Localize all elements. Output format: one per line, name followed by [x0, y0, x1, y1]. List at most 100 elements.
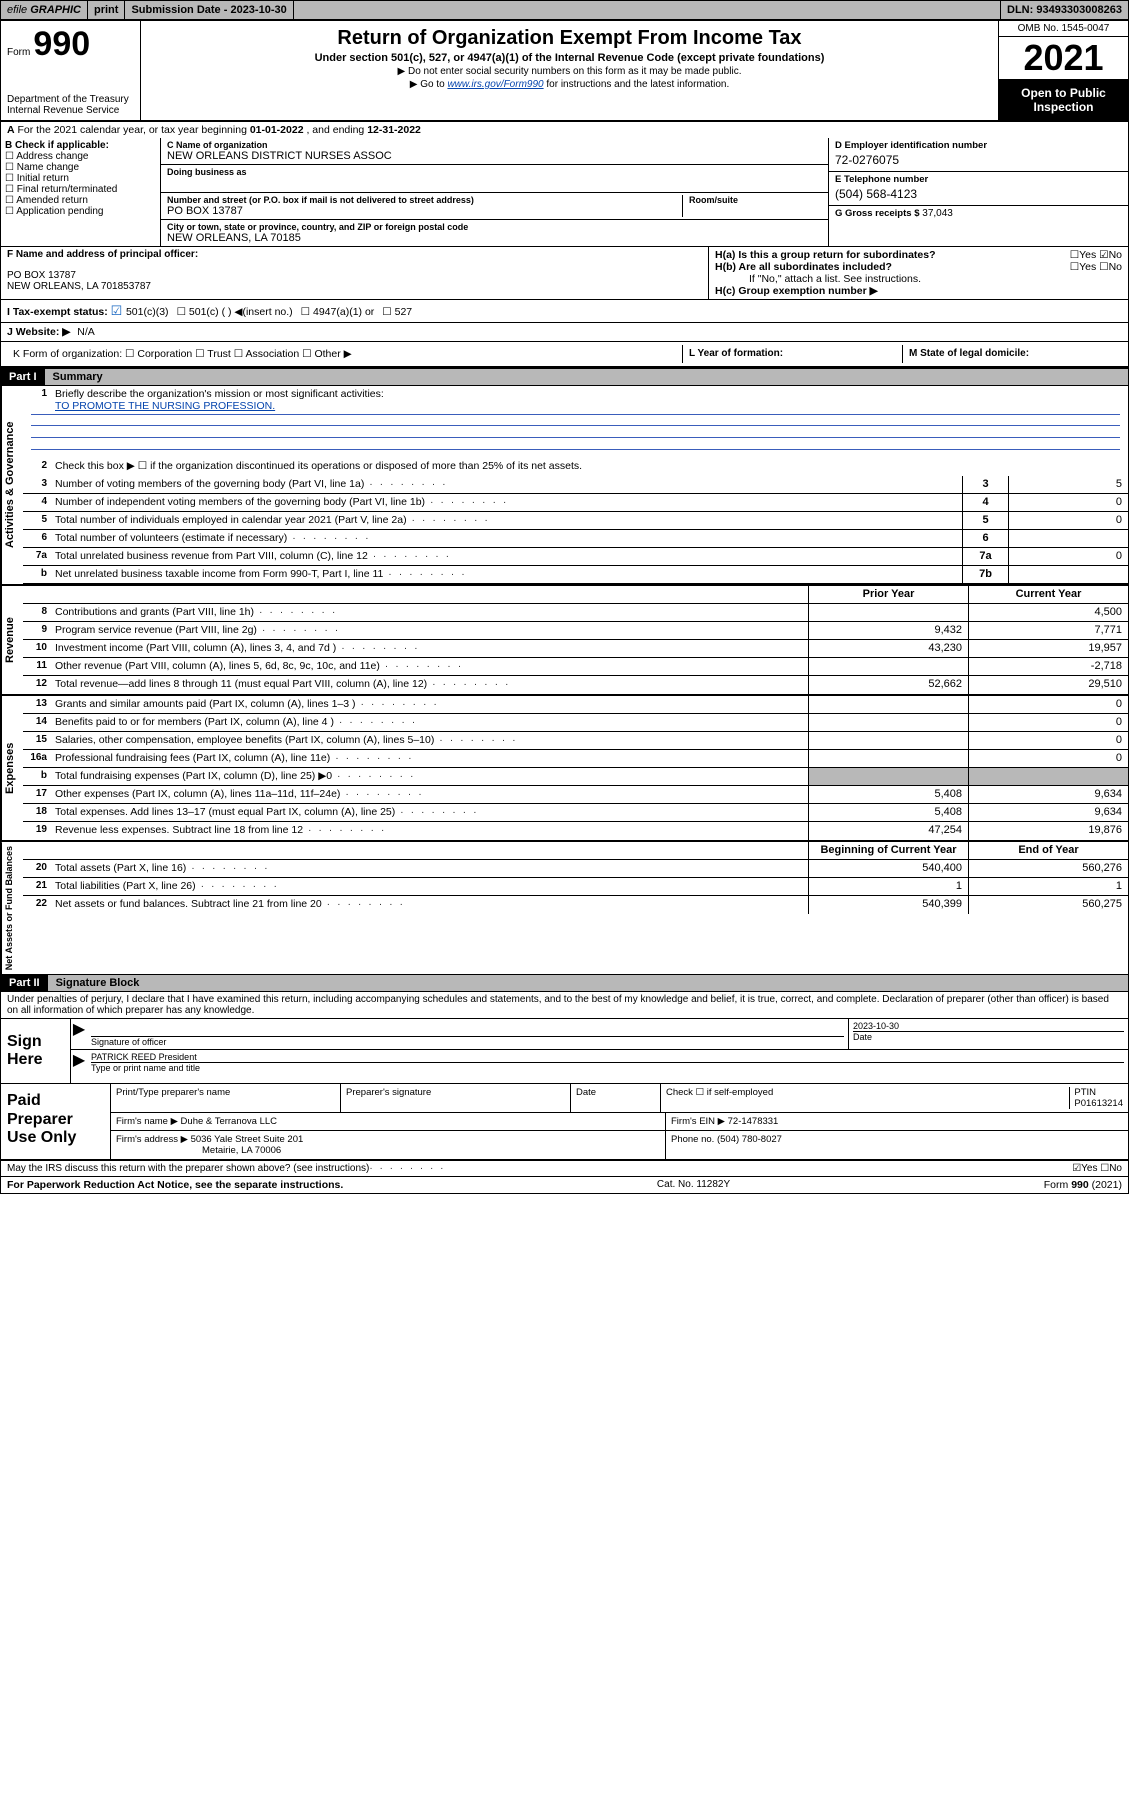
paid-preparer-block: Paid Preparer Use Only Print/Type prepar…	[1, 1084, 1128, 1161]
row-val: 5	[1008, 476, 1128, 493]
sig-name-val: PATRICK REED President	[91, 1052, 1124, 1063]
efile-graphic[interactable]: GRAPHIC	[30, 4, 81, 16]
rev-body: Prior Year Current Year 8Contributions a…	[23, 586, 1128, 694]
sig-date-val: 2023-10-30	[853, 1021, 1124, 1032]
q1-text: Briefly describe the organization's miss…	[55, 388, 384, 400]
phone-label: E Telephone number	[835, 174, 1122, 185]
row-box: 7a	[962, 548, 1008, 565]
row-box: 7b	[962, 566, 1008, 583]
checkbox-item[interactable]: Address change	[5, 151, 156, 162]
note-link-row: Go to www.irs.gov/Form990 for instructio…	[147, 79, 992, 90]
tax-status-option[interactable]: ☐ 501(c) ( ) ◀(insert no.)	[177, 306, 293, 318]
hdr-beg: Beginning of Current Year	[808, 842, 968, 859]
blank	[51, 842, 808, 859]
row-prior	[808, 658, 968, 675]
row-curr: 9,634	[968, 786, 1128, 803]
row-desc: Benefits paid to or for members (Part IX…	[51, 714, 808, 731]
m-col: M State of legal domicile:	[902, 345, 1122, 363]
row-desc: Investment income (Part VIII, column (A)…	[51, 640, 808, 657]
dots	[369, 1163, 445, 1174]
row-prior	[808, 696, 968, 713]
summary-row: 15Salaries, other compensation, employee…	[23, 732, 1128, 750]
footer-right: Form 990 (2021)	[1044, 1179, 1122, 1191]
summary-row: 16aProfessional fundraising fees (Part I…	[23, 750, 1128, 768]
summary-row: 13Grants and similar amounts paid (Part …	[23, 696, 1128, 714]
summary-row: 8Contributions and grants (Part VIII, li…	[23, 604, 1128, 622]
sign-here-block: Sign Here ▶ Signature of officer 2023-10…	[1, 1018, 1128, 1084]
phone-lab: Phone no.	[671, 1134, 714, 1145]
note-ssn: Do not enter social security numbers on …	[147, 66, 992, 77]
col-b: B Check if applicable: Address changeNam…	[1, 138, 161, 246]
summary-row: 18Total expenses. Add lines 13–17 (must …	[23, 804, 1128, 822]
checkbox-item[interactable]: Application pending	[5, 206, 156, 217]
sig-name-field: PATRICK REED President Type or print nam…	[87, 1050, 1128, 1075]
firm-name: Duhe & Terranova LLC	[181, 1116, 277, 1127]
declaration-text: Under penalties of perjury, I declare th…	[1, 992, 1128, 1018]
summary-net: Net Assets or Fund Balances Beginning of…	[1, 840, 1128, 974]
row-num: 10	[23, 640, 51, 657]
irs-link[interactable]: www.irs.gov/Form990	[447, 79, 543, 90]
summary-governance: Activities & Governance 1 Briefly descri…	[1, 386, 1128, 584]
checkbox-item[interactable]: Initial return	[5, 173, 156, 184]
f-label: F Name and address of principal officer:	[7, 249, 702, 260]
sig-officer-label: Signature of officer	[91, 1037, 844, 1047]
blank	[51, 586, 808, 603]
row-prior	[808, 714, 968, 731]
firm-addr2: Metairie, LA 70006	[116, 1145, 281, 1156]
hdr-end: End of Year	[968, 842, 1128, 859]
paid-row-1: Print/Type preparer's name Preparer's si…	[111, 1084, 1128, 1113]
gross-label: G Gross receipts $	[835, 208, 919, 219]
row-curr: 0	[968, 750, 1128, 767]
row-prior: 5,408	[808, 804, 968, 821]
gross-cell: G Gross receipts $ 37,043	[829, 206, 1128, 221]
rev-header: Prior Year Current Year	[23, 586, 1128, 604]
prep-ptin-cell: Check ☐ if self-employed PTIN P01613214	[661, 1084, 1128, 1112]
ptin-col: PTIN P01613214	[1070, 1087, 1123, 1109]
tax-status-option[interactable]: ☐ 4947(a)(1) or	[301, 306, 375, 318]
checkbox-item[interactable]: Name change	[5, 162, 156, 173]
row-prior	[808, 750, 968, 767]
mission-text: TO PROMOTE THE NURSING PROFESSION.	[55, 400, 275, 412]
top-bar: efile GRAPHIC print Submission Date - 20…	[1, 1, 1128, 21]
checkbox-item[interactable]: Amended return	[5, 195, 156, 206]
sign-here-label: Sign Here	[1, 1019, 71, 1083]
summary-row: 3Number of voting members of the governi…	[23, 476, 1128, 494]
ptin-val: P01613214	[1074, 1098, 1123, 1109]
l-label: L Year of formation:	[689, 348, 783, 359]
sign-content: ▶ Signature of officer 2023-10-30 Date ▶…	[71, 1019, 1128, 1083]
summary-row: 6Total number of volunteers (estimate if…	[23, 530, 1128, 548]
row-num: 15	[23, 732, 51, 749]
row-curr: 560,275	[968, 896, 1128, 914]
row-desc: Total unrelated business revenue from Pa…	[51, 548, 962, 565]
summary-revenue: Revenue Prior Year Current Year 8Contrib…	[1, 584, 1128, 694]
row-desc: Total number of individuals employed in …	[51, 512, 962, 529]
row-num: 19	[23, 822, 51, 840]
row-desc: Number of independent voting members of …	[51, 494, 962, 511]
city-label: City or town, state or province, country…	[167, 222, 822, 232]
firm-ein-cell: Firm's EIN ▶ 72-1478331	[666, 1113, 1128, 1130]
line-a-mid: , and ending	[306, 124, 367, 136]
part2-header-row: Part II Signature Block	[1, 974, 1128, 992]
checkbox-item[interactable]: Final return/terminated	[5, 184, 156, 195]
mission-rule	[31, 438, 1120, 450]
firm-addr-cell: Firm's address ▶ 5036 Yale Street Suite …	[111, 1131, 666, 1159]
form-label: Form	[7, 47, 30, 58]
spacer	[294, 1, 1001, 19]
gov-body: 1 Briefly describe the organization's mi…	[23, 386, 1128, 584]
row-num: 9	[23, 622, 51, 639]
hdr-prior: Prior Year	[808, 586, 968, 603]
row-num: 22	[23, 896, 51, 914]
row-fh: F Name and address of principal officer:…	[1, 247, 1128, 300]
row-desc: Grants and similar amounts paid (Part IX…	[51, 696, 808, 713]
ha-row: H(a) Is this a group return for subordin…	[715, 249, 1122, 261]
print-button[interactable]: print	[88, 1, 125, 19]
ein-label: D Employer identification number	[835, 140, 1122, 151]
tax-status-option[interactable]: 501(c)(3)	[111, 306, 169, 318]
prep-sig-label: Preparer's signature	[341, 1084, 571, 1112]
col-b-items: Address changeName changeInitial returnF…	[5, 151, 156, 217]
right-col: OMB No. 1545-0047 2021 Open to Public In…	[998, 21, 1128, 120]
sig-officer-row: ▶ Signature of officer 2023-10-30 Date	[71, 1019, 1128, 1050]
self-employed-check: Check ☐ if self-employed	[666, 1087, 1070, 1109]
tax-status-option[interactable]: ☐ 527	[382, 306, 412, 318]
triangle-icon: ▶	[71, 1050, 87, 1075]
